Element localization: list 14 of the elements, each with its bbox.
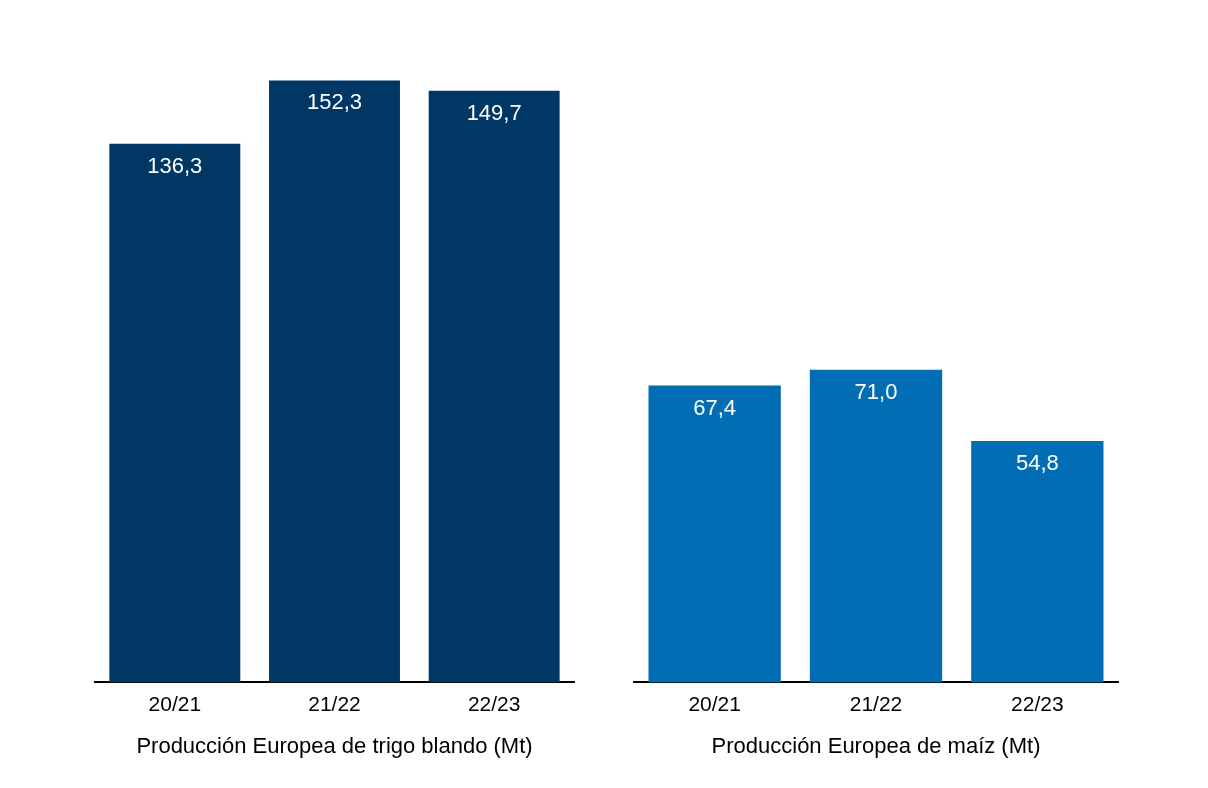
data-label: 152,3 bbox=[306, 89, 363, 115]
x-tick-label: 20/21 bbox=[688, 691, 741, 715]
data-label: 149,7 bbox=[466, 99, 522, 125]
data-label: 54,8 bbox=[1015, 450, 1059, 476]
x-tick-label: 21/22 bbox=[849, 691, 903, 715]
data-label: 136,3 bbox=[147, 152, 203, 178]
x-axis-title: Producción Europea de trigo blando (Mt) bbox=[136, 732, 533, 758]
data-label: 67,4 bbox=[693, 394, 737, 420]
x-axis-title: Producción Europea de maíz (Mt) bbox=[711, 732, 1041, 758]
x-tick-label: 22/23 bbox=[467, 691, 521, 715]
data-label: 71,0 bbox=[854, 378, 898, 404]
x-tick-label: 22/23 bbox=[1011, 691, 1064, 715]
x-tick-label: 20/21 bbox=[148, 691, 202, 715]
x-tick-label: 21/22 bbox=[308, 691, 361, 715]
